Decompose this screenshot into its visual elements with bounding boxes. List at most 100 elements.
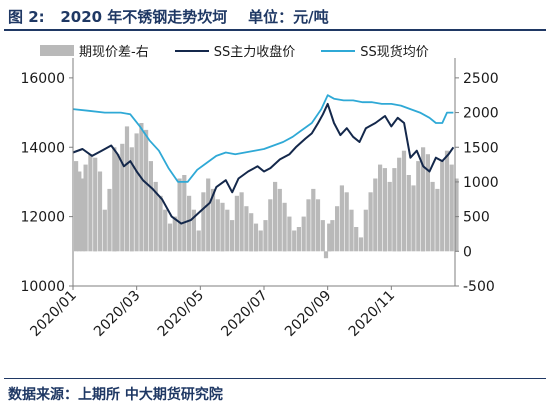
spot-average-line <box>72 94 454 183</box>
spread-bar-51 <box>311 188 316 252</box>
spread-bar-48 <box>296 227 301 252</box>
spread-bar-1 <box>77 171 82 252</box>
legend-item-spot: SS现货均价 <box>321 41 429 60</box>
left-tick-label-1: 12000 <box>20 210 65 226</box>
spread-bar-24 <box>182 175 187 252</box>
left-tick-label-3: 16000 <box>20 71 65 87</box>
right-tick-label-3: 1000 <box>463 175 499 191</box>
spread-bar-13 <box>129 147 134 252</box>
spread-bar-28 <box>201 192 206 252</box>
x-tick-label-2: 2020/05 <box>155 288 207 340</box>
spread-bar-21 <box>167 223 173 252</box>
left-tick-label-2: 14000 <box>20 140 65 156</box>
spread-bar-5 <box>93 157 98 252</box>
legend: 期现价差-右 SS主力收盘价 SS现货均价 <box>40 41 455 60</box>
x-tick-label-5: 2020/11 <box>346 288 398 340</box>
spread-bar-62 <box>358 237 364 252</box>
right-tick-label-5: 2000 <box>463 106 499 122</box>
spread-bar-47 <box>292 230 297 252</box>
futures-close-line <box>72 102 455 225</box>
spread-bar-52 <box>315 199 321 252</box>
spread-bar-16 <box>144 129 149 252</box>
spread-bar-79 <box>440 161 445 252</box>
spread-bar-82 <box>454 178 459 252</box>
spread-bar-18 <box>153 181 158 252</box>
spread-bar-81 <box>449 164 454 252</box>
spread-bar-19 <box>158 195 163 252</box>
spread-bar-37 <box>244 206 249 252</box>
left-tick-label-0: 10000 <box>20 279 65 295</box>
spread-bar-46 <box>287 216 292 252</box>
spread-bar-7 <box>102 209 107 252</box>
spread-bar-17 <box>148 161 153 252</box>
spread-bar-65 <box>373 178 378 252</box>
spread-bar-60 <box>349 209 354 252</box>
x-tick-label-1: 2020/03 <box>91 288 143 340</box>
title-rule <box>4 29 546 31</box>
spread-bar-73 <box>411 185 416 252</box>
right-tick-label-4: 1500 <box>463 140 499 156</box>
spread-bar-9 <box>112 147 117 252</box>
spread-bar-67 <box>382 168 387 252</box>
spread-bar-42 <box>268 199 273 252</box>
spread-bar-6 <box>97 171 103 252</box>
legend-swatch-spot <box>321 49 356 52</box>
spread-bar-66 <box>378 164 383 252</box>
spread-bar-80 <box>444 150 450 252</box>
spread-bar-75 <box>421 147 426 252</box>
right-tick-label-2: 500 <box>463 210 490 226</box>
spread-bar-2 <box>80 178 85 252</box>
spread-bar-54 <box>323 251 329 259</box>
spread-bar-59 <box>344 192 349 252</box>
legend-item-futures: SS主力收盘价 <box>174 41 296 60</box>
spread-bar-39 <box>253 223 259 252</box>
legend-label-spot: SS现货均价 <box>360 45 429 60</box>
legend-label-spread: 期现价差-右 <box>79 45 149 60</box>
legend-swatch-futures <box>174 49 209 52</box>
spread-bar-35 <box>234 195 239 252</box>
x-tick-label-3: 2020/07 <box>218 288 270 340</box>
spread-bar-71 <box>401 150 407 252</box>
spread-bar-10 <box>115 154 120 252</box>
x-tick-label-0: 2020/01 <box>27 288 79 340</box>
spread-bar-32 <box>220 202 225 252</box>
spread-bar-36 <box>239 192 244 252</box>
spread-bar-34 <box>230 220 235 252</box>
spread-bar-49 <box>301 216 306 252</box>
data-source: 数据来源：上期所 中大期货研究院 <box>8 387 223 403</box>
spread-bar-50 <box>306 199 311 252</box>
spread-bar-58 <box>339 185 344 252</box>
right-tick-label-6: 2500 <box>463 71 499 87</box>
spread-bar-25 <box>187 195 192 252</box>
spread-bar-44 <box>277 188 282 252</box>
source-rule <box>4 378 546 379</box>
spread-bar-64 <box>368 192 373 252</box>
spread-bar-69 <box>392 168 397 252</box>
spread-bar-15 <box>139 123 144 252</box>
spread-bar-63 <box>363 209 368 252</box>
spread-bar-53 <box>320 220 325 252</box>
spread-bar-76 <box>425 154 430 252</box>
figure-title: 图 2: 2020 年不锈钢走势坎坷 单位：元/吨 <box>8 8 329 26</box>
spread-bar-72 <box>406 175 411 252</box>
spread-bar-14 <box>134 133 139 252</box>
spread-bar-78 <box>435 188 440 252</box>
spread-bar-41 <box>263 220 268 252</box>
spread-bar-3 <box>83 164 88 252</box>
spread-bar-74 <box>416 161 421 252</box>
spread-bar-68 <box>387 181 392 252</box>
spread-bar-31 <box>215 199 220 252</box>
right-tick-label-1: 0 <box>463 244 472 260</box>
spread-bar-4 <box>88 154 93 252</box>
spread-bar-56 <box>330 220 335 252</box>
legend-item-spread: 期现价差-右 <box>40 41 149 60</box>
spread-bar-30 <box>210 188 216 252</box>
legend-swatch-spread <box>40 45 74 56</box>
legend-label-futures: SS主力收盘价 <box>213 45 296 60</box>
spread-bar-77 <box>430 181 435 252</box>
spread-bar-11 <box>120 143 125 252</box>
spread-bar-29 <box>206 178 211 252</box>
spread-bar-22 <box>172 216 177 252</box>
spread-bar-0 <box>74 161 79 252</box>
